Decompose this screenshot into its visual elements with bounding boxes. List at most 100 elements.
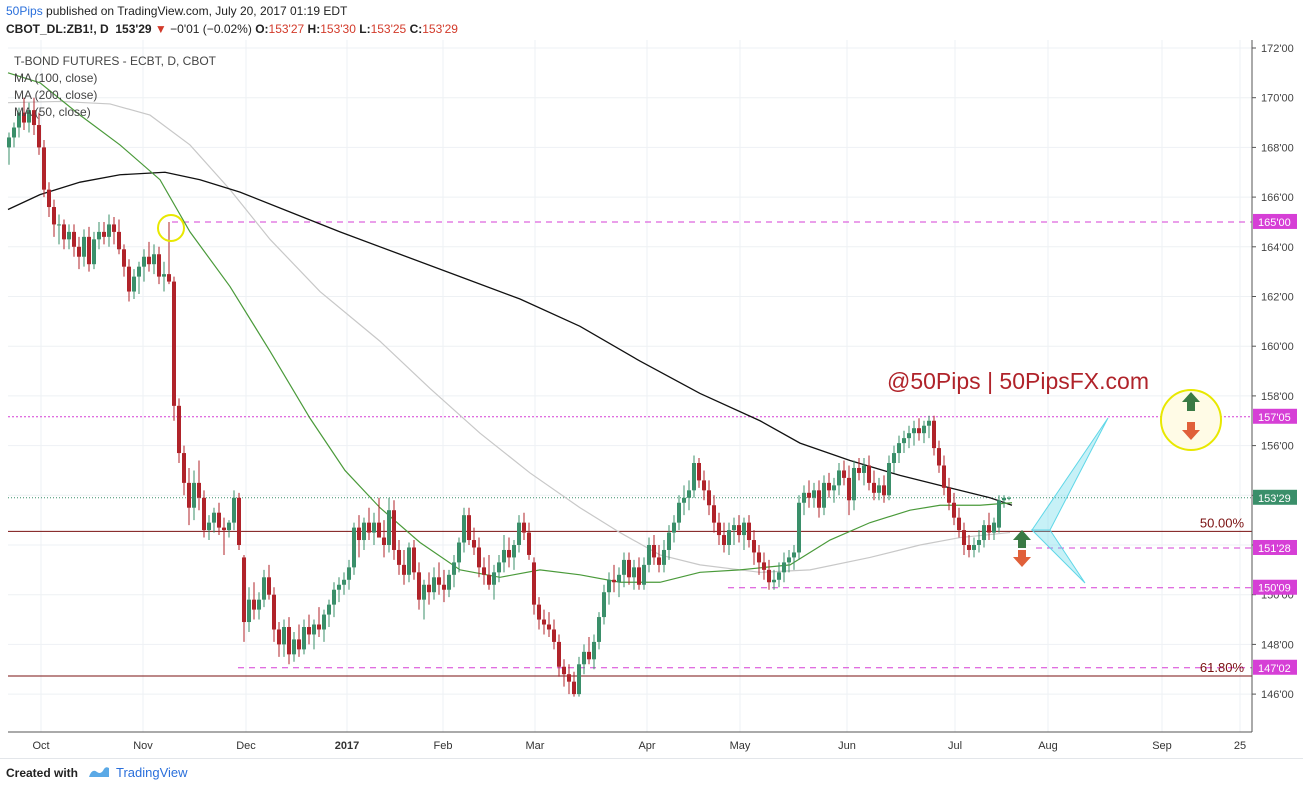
- candle-body: [647, 545, 651, 565]
- candle-body: [652, 545, 656, 558]
- candle-body: [962, 530, 966, 545]
- x-tick-label: Aug: [1038, 740, 1058, 752]
- price-change: −0'01 (−0.02%): [170, 22, 252, 36]
- legend-title: T-BOND FUTURES - ECBT, D, CBOT: [14, 54, 217, 68]
- candle-body: [457, 542, 461, 563]
- candle-body: [12, 127, 16, 138]
- candle-body: [622, 559, 626, 575]
- candle-body: [367, 522, 371, 533]
- candle-body: [917, 428, 921, 434]
- candle-body: [812, 490, 816, 498]
- candle-body: [892, 453, 896, 463]
- candle-body: [167, 274, 171, 282]
- high-value: 153'30: [320, 22, 356, 36]
- indicator-legend: T-BOND FUTURES - ECBT, D, CBOT MA (100, …: [14, 53, 216, 121]
- candle-body: [872, 482, 876, 493]
- candle-body: [777, 572, 781, 580]
- candle-body: [807, 492, 811, 498]
- price-chart[interactable]: 50.00% 61.80% @50Pips | 50PipsFX.com 172'…: [0, 40, 1303, 762]
- candle-body: [297, 639, 301, 650]
- candle-body: [682, 497, 686, 503]
- candle-body: [787, 557, 791, 563]
- tradingview-logo-icon: [89, 767, 109, 777]
- fib-level-label: 50.00%: [1200, 515, 1245, 530]
- ma50-line: [7, 72, 1013, 583]
- chart-area[interactable]: 50.00% 61.80% @50Pips | 50PipsFX.com 172'…: [0, 40, 1303, 762]
- candle-body: [822, 482, 826, 508]
- y-tick-label: 172'00: [1261, 43, 1294, 55]
- price-tag-label: 157'05: [1258, 412, 1291, 424]
- author-link[interactable]: 50Pips: [6, 4, 43, 18]
- candle-body: [102, 231, 106, 237]
- candle-body: [662, 549, 666, 565]
- price-tag: [1253, 408, 1297, 424]
- candle-body: [32, 110, 36, 126]
- y-tick-label: 162'00: [1261, 292, 1294, 304]
- candle-body: [357, 527, 361, 541]
- y-tick-label: 166'00: [1261, 192, 1294, 204]
- candle-body: [262, 577, 266, 600]
- candle-body: [1002, 497, 1006, 501]
- direction-circle: [1160, 389, 1222, 451]
- candle-body: [142, 256, 146, 267]
- symbol-label: CBOT_DL:ZB1!, D: [6, 22, 109, 36]
- candle-body: [1007, 497, 1011, 499]
- candle-body: [602, 592, 606, 618]
- up-arrow-icon: [1013, 530, 1031, 548]
- candle-body: [567, 674, 571, 682]
- quote-line: CBOT_DL:ZB1!, D 153'29 ▼ −0'01 (−0.02%) …: [6, 22, 458, 36]
- candle-body: [687, 490, 691, 498]
- y-tick-label: 170'00: [1261, 93, 1294, 105]
- candle-body: [427, 584, 431, 593]
- candle-body: [307, 627, 311, 635]
- candle-body: [832, 485, 836, 491]
- candle-body: [477, 547, 481, 568]
- candle-body: [887, 462, 891, 496]
- candle-body: [997, 500, 1001, 528]
- x-tick-label: Mar: [526, 740, 545, 752]
- price-tag: [1253, 539, 1297, 555]
- candle-body: [847, 477, 851, 501]
- candle-body: [722, 535, 726, 545]
- candle-body: [182, 453, 186, 483]
- candle-body: [37, 125, 41, 148]
- legend-ma100[interactable]: MA (100, close): [14, 71, 98, 85]
- x-tick-label: Apr: [638, 740, 655, 752]
- candle-body: [552, 629, 556, 642]
- legend-ma50[interactable]: MA (50, close): [14, 105, 91, 119]
- candle-body: [342, 579, 346, 585]
- candle-body: [362, 522, 366, 541]
- candle-body: [577, 664, 581, 695]
- ma200-line: [7, 100, 1011, 573]
- candle-body: [287, 627, 291, 655]
- candle-body: [767, 569, 771, 583]
- candle-body: [697, 462, 701, 481]
- candle-body: [232, 497, 236, 523]
- candle-body: [542, 619, 546, 625]
- candle-body: [237, 497, 241, 545]
- candle-body: [7, 137, 11, 148]
- candle-body: [442, 584, 446, 590]
- candle-body: [517, 522, 521, 545]
- candle-body: [877, 485, 881, 493]
- candle-body: [292, 639, 296, 655]
- candle-body: [92, 239, 96, 265]
- projection-down-triangle: [1030, 529, 1086, 584]
- tradingview-link[interactable]: TradingView: [88, 765, 188, 780]
- candle-body: [537, 604, 541, 620]
- candle-body: [27, 110, 31, 123]
- tradingview-brand: TradingView: [116, 765, 188, 780]
- candle-body: [562, 666, 566, 675]
- legend-ma200[interactable]: MA (200, close): [14, 88, 98, 102]
- y-tick-label: 148'00: [1261, 639, 1294, 651]
- candle-body: [742, 522, 746, 536]
- candle-body: [77, 246, 81, 257]
- candle-body: [252, 599, 256, 610]
- candle-body: [52, 207, 56, 225]
- candle-body: [392, 510, 396, 550]
- candle-body: [782, 562, 786, 573]
- candle-body: [547, 624, 551, 630]
- candle-body: [967, 545, 971, 550]
- candle-body: [717, 522, 721, 536]
- candle-body: [692, 462, 696, 491]
